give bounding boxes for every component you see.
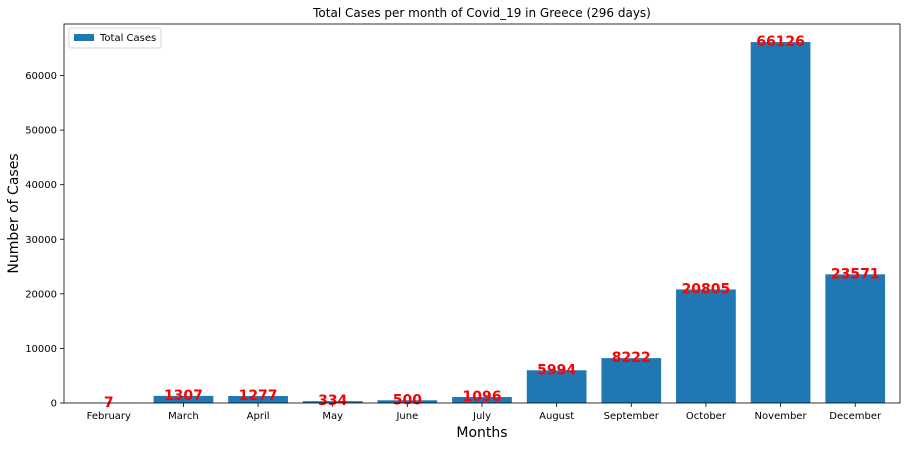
y-tick-label: 50000 (25, 126, 57, 137)
y-tick-label: 10000 (25, 344, 57, 355)
data-label-june: 500 (393, 392, 422, 408)
x-tick-label: May (322, 411, 343, 422)
bar-december (825, 274, 885, 403)
chart-title: Total Cases per month of Covid_19 in Gre… (312, 6, 651, 20)
x-tick-label: April (247, 411, 270, 422)
y-tick-label: 20000 (25, 289, 57, 300)
legend-swatch (74, 34, 94, 41)
x-tick-label: October (686, 411, 727, 422)
x-tick-label: February (87, 411, 131, 422)
x-tick-label: March (168, 411, 198, 422)
x-axis-label: Months (456, 425, 507, 441)
data-label-april: 1277 (239, 388, 278, 404)
y-tick-label: 60000 (25, 71, 57, 82)
bar-series (79, 42, 885, 403)
y-tick-label: 0 (51, 399, 57, 410)
legend: Total Cases (69, 28, 161, 48)
data-label-march: 1307 (164, 388, 203, 404)
bar-october (676, 289, 736, 403)
data-label-december: 23571 (831, 266, 880, 282)
x-tick-label: August (539, 411, 574, 422)
x-tick-label: December (829, 411, 882, 422)
data-label-october: 20805 (682, 281, 731, 297)
data-label-september: 8222 (612, 350, 651, 366)
x-axis-ticks: February March April May June July August Septe… (87, 403, 882, 422)
data-label-november: 66126 (756, 34, 805, 50)
y-axis-label: Number of Cases (6, 153, 22, 273)
data-label-may: 334 (318, 393, 347, 409)
y-tick-label: 40000 (25, 180, 57, 191)
x-tick-label: September (604, 411, 660, 422)
x-tick-label: July (472, 411, 491, 422)
y-tick-label: 30000 (25, 235, 57, 246)
bar-november (751, 42, 811, 403)
x-tick-label: November (755, 411, 808, 422)
data-label-august: 5994 (537, 362, 576, 378)
legend-label: Total Cases (99, 33, 156, 44)
y-axis-ticks: 0 10000 20000 30000 40000 50000 60000 (25, 71, 64, 409)
x-tick-label: June (395, 411, 418, 422)
